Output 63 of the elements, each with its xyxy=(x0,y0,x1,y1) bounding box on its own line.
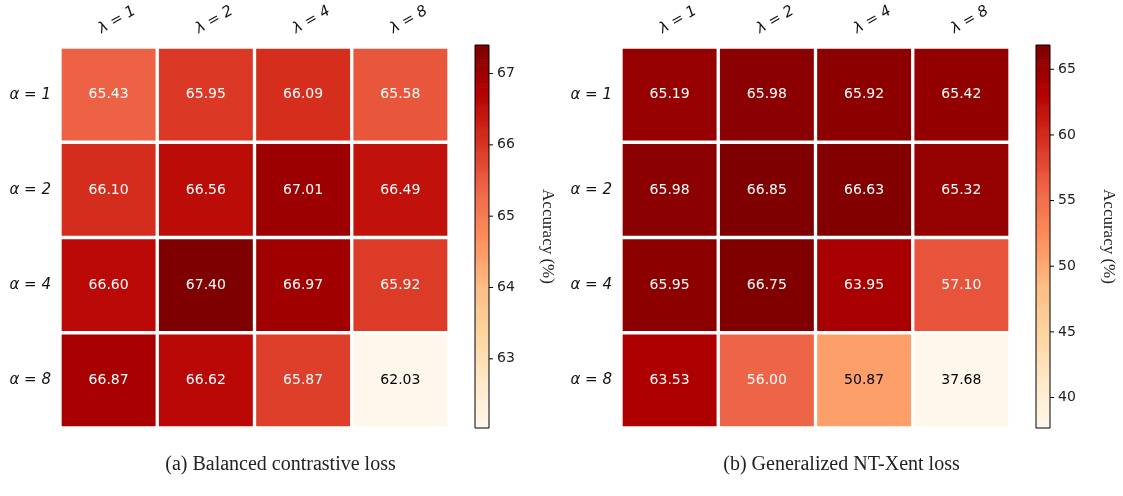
data-label: 65.43 xyxy=(88,85,129,102)
x-tick-label: λ = 1 xyxy=(93,1,139,38)
x-tick-label: λ = 1 xyxy=(654,1,700,38)
data-label: 66.10 xyxy=(88,180,129,197)
y-tick-label: α = 1 xyxy=(570,84,612,103)
color-bar-label: 45 xyxy=(1058,322,1076,339)
data-label: 65.87 xyxy=(283,371,324,388)
data-label: 56.00 xyxy=(746,371,787,388)
data-label: 37.68 xyxy=(941,371,982,388)
y-tick-label: α = 2 xyxy=(570,179,612,198)
data-label: 65.98 xyxy=(649,180,690,197)
data-label: 65.42 xyxy=(941,85,982,102)
y-tick-label: α = 4 xyxy=(9,275,51,294)
data-label: 66.49 xyxy=(380,180,421,197)
color-bar-label: 63 xyxy=(497,349,515,366)
data-label: 66.63 xyxy=(844,180,885,197)
data-label: 65.19 xyxy=(649,85,690,102)
color-bar-label: 65 xyxy=(1058,59,1076,76)
x-tick-label: λ = 8 xyxy=(385,1,431,38)
data-label: 65.92 xyxy=(844,85,885,102)
color-bar-label: 55 xyxy=(1058,191,1076,208)
y-tick-label: α = 1 xyxy=(9,84,51,103)
data-label: 67.01 xyxy=(283,180,324,197)
x-tick-label: λ = 4 xyxy=(288,1,334,38)
data-label: 66.85 xyxy=(746,180,787,197)
color-bar-label: 50 xyxy=(1058,256,1076,273)
x-tick-label: λ = 2 xyxy=(751,1,797,38)
data-label: 66.56 xyxy=(185,180,226,197)
x-tick-label: λ = 8 xyxy=(946,1,992,38)
data-label: 50.87 xyxy=(844,371,885,388)
y-tick-label: α = 4 xyxy=(570,275,612,294)
color-bar-label: 40 xyxy=(1058,388,1076,405)
data-label: 65.58 xyxy=(380,85,421,102)
color-bar-label: 65 xyxy=(497,206,515,223)
color-bar-title: Accuracy (%) xyxy=(538,189,558,284)
data-label: 63.53 xyxy=(649,371,690,388)
color-bar-label: 64 xyxy=(497,278,515,295)
color-bar-title: Accuracy (%) xyxy=(1099,189,1119,284)
x-tick-label: λ = 4 xyxy=(849,1,895,38)
data-label: 65.95 xyxy=(185,85,226,102)
x-tick-label: λ = 2 xyxy=(190,1,236,38)
y-tick-label: α = 8 xyxy=(570,370,612,389)
data-label: 65.32 xyxy=(941,180,982,197)
text: (b) Generalized NT-Xent loss xyxy=(723,452,960,475)
data-label: 66.62 xyxy=(185,371,226,388)
color-bar-label: 66 xyxy=(497,135,515,152)
data-label: 65.92 xyxy=(380,275,421,292)
data-label: 66.87 xyxy=(88,371,129,388)
data-label: 62.03 xyxy=(380,371,421,388)
data-label: 57.10 xyxy=(941,275,982,292)
data-label: 66.60 xyxy=(88,275,129,292)
data-label: 65.95 xyxy=(649,275,690,292)
data-label: 65.98 xyxy=(746,85,787,102)
data-label: 66.09 xyxy=(283,85,324,102)
data-label: 67.40 xyxy=(185,275,226,292)
y-tick-label: α = 2 xyxy=(9,179,51,198)
y-tick-label: α = 8 xyxy=(9,370,51,389)
color-bar-label: 60 xyxy=(1058,125,1076,142)
color-bar-label: 67 xyxy=(497,64,515,81)
data-label: 63.95 xyxy=(844,275,885,292)
data-label: 66.97 xyxy=(283,275,324,292)
data-label: 66.75 xyxy=(746,275,787,292)
text: (a) Balanced contrastive loss xyxy=(165,452,396,475)
